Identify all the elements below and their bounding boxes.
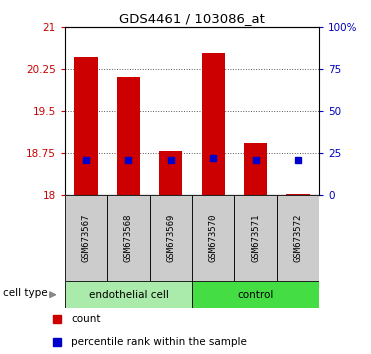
Text: GSM673568: GSM673568 [124, 214, 133, 262]
Text: GSM673572: GSM673572 [293, 214, 302, 262]
Bar [244, 143, 267, 195]
Text: percentile rank within the sample: percentile rank within the sample [71, 337, 247, 347]
Bar [159, 151, 183, 195]
Bar [65, 281, 192, 308]
Text: control: control [237, 290, 274, 300]
Bar [107, 195, 150, 281]
Bar [286, 194, 309, 195]
Text: GSM673571: GSM673571 [251, 214, 260, 262]
Text: endothelial cell: endothelial cell [89, 290, 168, 300]
Bar [75, 57, 98, 195]
Text: GSM673567: GSM673567 [82, 214, 91, 262]
Bar [277, 195, 319, 281]
Text: count: count [71, 314, 101, 324]
Title: GDS4461 / 103086_at: GDS4461 / 103086_at [119, 12, 265, 25]
Bar [234, 195, 277, 281]
Bar [201, 53, 225, 195]
Bar [150, 195, 192, 281]
Bar [192, 281, 319, 308]
Text: cell type: cell type [3, 289, 48, 298]
Text: GSM673569: GSM673569 [166, 214, 175, 262]
Bar [117, 77, 140, 195]
Bar [192, 195, 234, 281]
Bar [65, 195, 107, 281]
Text: GSM673570: GSM673570 [209, 214, 218, 262]
